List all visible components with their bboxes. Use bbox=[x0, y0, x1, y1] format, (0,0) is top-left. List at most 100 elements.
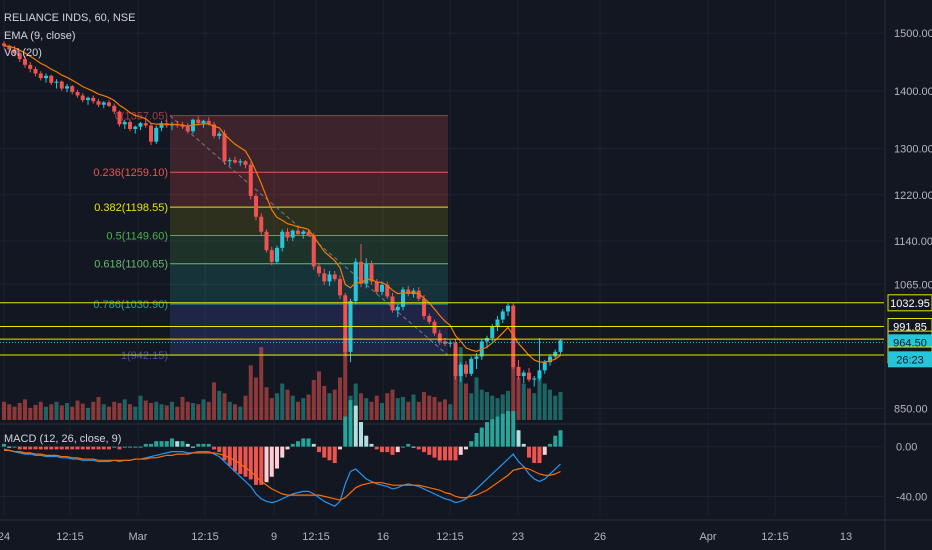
volume-bar bbox=[143, 400, 148, 420]
volume-bar bbox=[154, 401, 159, 420]
candle-body bbox=[38, 73, 43, 79]
candle-body bbox=[159, 123, 164, 128]
volume-bar bbox=[269, 398, 274, 420]
candle-body bbox=[86, 97, 90, 101]
macd-histogram-bar bbox=[275, 446, 279, 469]
candle-body bbox=[264, 231, 269, 251]
candle-body bbox=[474, 356, 479, 359]
volume-bar bbox=[164, 405, 169, 420]
macd-histogram-bar bbox=[532, 446, 537, 464]
candle-body bbox=[154, 127, 159, 142]
candle-body bbox=[59, 81, 64, 89]
candle-body bbox=[285, 231, 290, 238]
volume-bar bbox=[54, 401, 59, 420]
volume-bar bbox=[422, 392, 426, 420]
candle-body bbox=[238, 161, 243, 163]
volume-bar bbox=[353, 383, 358, 420]
volume-bar bbox=[338, 377, 342, 420]
price-tick-label: 1400.00 bbox=[894, 86, 932, 98]
macd-histogram-bar bbox=[112, 446, 117, 448]
candle-body bbox=[485, 338, 489, 342]
macd-histogram-bar bbox=[2, 443, 6, 447]
macd-histogram-bar bbox=[448, 446, 453, 461]
macd-legend[interactable]: MACD (12, 26, close, 9) bbox=[4, 433, 121, 445]
fib-zone bbox=[170, 172, 448, 208]
candlesticks bbox=[2, 41, 563, 387]
time-tick-label: 24 bbox=[0, 531, 10, 543]
price-tick-label: 1065.00 bbox=[894, 279, 932, 291]
macd-histogram-bar bbox=[516, 430, 521, 447]
macd-histogram-bar bbox=[7, 446, 12, 448]
volume-bar bbox=[290, 395, 295, 420]
candle-body bbox=[542, 362, 547, 371]
candle-body bbox=[70, 86, 75, 92]
volume-bar bbox=[185, 401, 190, 420]
macd-histogram-bar bbox=[96, 446, 101, 450]
fibonacci-retracement[interactable]: 0(1357.05) 0.236(1259.10) 0.382(1198.55) 0.… bbox=[93, 111, 449, 363]
fib-zone bbox=[170, 263, 448, 304]
macd-histogram-bar bbox=[133, 446, 138, 448]
volume-bar bbox=[23, 399, 27, 420]
volume-bar bbox=[395, 398, 400, 420]
macd-histogram-bar bbox=[348, 400, 353, 447]
candle-body bbox=[401, 289, 405, 307]
fib-zone bbox=[170, 115, 448, 173]
volume-bar bbox=[38, 401, 43, 420]
candle-body bbox=[332, 274, 337, 280]
candle-body bbox=[259, 216, 264, 232]
volume-bar bbox=[117, 403, 122, 420]
volume-bar bbox=[49, 404, 54, 420]
volume-bar bbox=[86, 407, 90, 420]
fib-level-label: 0.618(1100.65) bbox=[94, 259, 168, 271]
candle-body bbox=[217, 133, 222, 136]
time-tick-label: Mar bbox=[129, 531, 148, 543]
macd-histogram-bar bbox=[479, 427, 484, 447]
volume-legend[interactable]: Vol (20) bbox=[4, 47, 42, 59]
volume-bar bbox=[70, 406, 75, 420]
price-tick-label: 1300.00 bbox=[894, 144, 932, 156]
candle-body bbox=[128, 122, 132, 129]
candle-body bbox=[222, 133, 227, 162]
macd-histogram-bar bbox=[107, 446, 111, 450]
volume-bar bbox=[107, 406, 111, 420]
macd-histogram-bar bbox=[264, 446, 269, 483]
macd-histogram-bar bbox=[553, 435, 558, 447]
volume-bar bbox=[222, 393, 227, 420]
volume-bar bbox=[264, 387, 269, 420]
candle-body bbox=[91, 97, 96, 102]
candle-body bbox=[464, 364, 468, 374]
volume-bar bbox=[180, 396, 185, 420]
macd-histogram-bar bbox=[259, 446, 264, 485]
candle-body bbox=[448, 342, 453, 344]
macd-histogram-bar bbox=[86, 446, 90, 450]
symbol-title[interactable]: RELIANCE INDS, 60, NSE bbox=[4, 12, 135, 24]
countdown-label: 26:23 bbox=[896, 354, 924, 366]
ema-legend[interactable]: EMA (9, close) bbox=[4, 30, 76, 42]
macd-histogram-bar bbox=[54, 446, 59, 450]
volume-bar bbox=[91, 401, 96, 420]
macd-histogram-bar bbox=[243, 446, 248, 477]
fib-zone bbox=[170, 235, 448, 264]
volume-bar bbox=[196, 404, 201, 420]
candle-body bbox=[353, 261, 358, 302]
macd-histogram-bar bbox=[59, 446, 64, 450]
candle-body bbox=[532, 378, 537, 380]
candle-body bbox=[306, 231, 311, 236]
candle-body bbox=[196, 119, 201, 124]
macd-histogram-bar bbox=[369, 443, 374, 447]
macd-histogram-bar bbox=[170, 438, 174, 447]
candle-body bbox=[521, 372, 526, 377]
candle-body bbox=[322, 273, 327, 282]
candle-body bbox=[122, 122, 127, 125]
volume-bar bbox=[490, 395, 495, 420]
candle-body bbox=[390, 296, 395, 311]
macd-histogram-bar bbox=[353, 405, 358, 447]
macd-histogram-bar bbox=[558, 430, 563, 447]
candle-body bbox=[432, 321, 437, 334]
candle-body bbox=[80, 95, 85, 101]
macd-tick-label: -40.00 bbox=[896, 491, 927, 503]
macd-histogram-bar bbox=[227, 446, 232, 466]
macd-histogram-bar bbox=[411, 446, 416, 448]
